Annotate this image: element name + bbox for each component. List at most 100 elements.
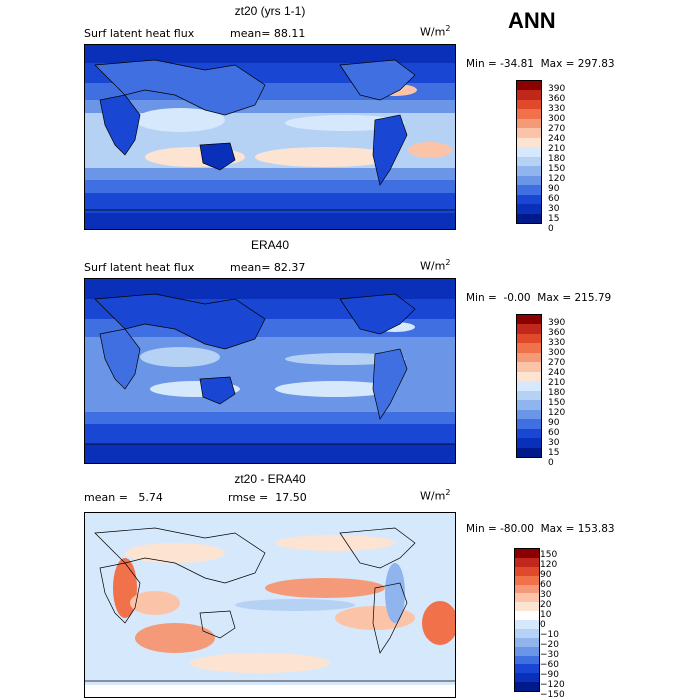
- panel-1-colorbar: [516, 80, 542, 224]
- colorbar-tick-label: 210: [548, 144, 566, 154]
- colorbar-tick-label: 90: [540, 570, 552, 580]
- panel-2-colorbar-labels: 390 360 330 300 270 240 210 180 150 120 …: [548, 318, 566, 468]
- panel-2-colorbar-swatch: [517, 447, 541, 458]
- colorbar-tick-label: 330: [548, 104, 566, 114]
- panel-2-map: [84, 278, 456, 464]
- panel-1-mean: mean= 88.11: [230, 27, 306, 40]
- colorbar-tick-label: 90: [548, 418, 560, 428]
- panel-3-map-graphic: [85, 513, 455, 697]
- panel-3-mean: mean = 5.74: [84, 491, 163, 504]
- colorbar-tick-label: 120: [548, 408, 566, 418]
- colorbar-tick-label: 390: [548, 318, 566, 328]
- panel-3-colorbar-swatch: [515, 549, 539, 558]
- panel-1-colorbar-swatch: [517, 194, 541, 205]
- colorbar-tick-label: 240: [548, 368, 566, 378]
- panel-2-colorbar-swatch: [517, 381, 541, 391]
- panel-2-colorbar-swatch: [517, 343, 541, 353]
- panel-3-colorbar-swatch: [515, 575, 539, 585]
- panel-1-minmax: Min = -34.81 Max = 297.83: [466, 58, 615, 70]
- panel-3-colorbar-swatch: [515, 682, 539, 691]
- colorbar-tick-label: 360: [548, 328, 566, 338]
- panel-2-mean: mean= 82.37: [230, 261, 306, 274]
- colorbar-tick-label: 120: [540, 560, 558, 570]
- panel-2-colorbar-swatch: [517, 333, 541, 344]
- panel-1-map: [84, 44, 456, 230]
- panel-1-colorbar-swatch: [517, 166, 541, 176]
- panel-2-colorbar-swatch: [517, 438, 541, 448]
- colorbar-tick-label: 30: [548, 438, 560, 448]
- panel-1-colorbar-swatch: [517, 118, 541, 129]
- panel-1-colorbar-swatch: [517, 128, 541, 138]
- panel-1-colorbar-swatch: [517, 185, 541, 195]
- panel-2-colorbar-swatch: [517, 390, 541, 401]
- panel-3-minmax: Min = -80.00 Max = 153.83: [466, 523, 615, 535]
- season-title: ANN: [508, 8, 556, 33]
- panel-2-colorbar-swatch: [517, 315, 541, 325]
- panel-1-unit: W/m2: [420, 24, 451, 39]
- colorbar-tick-label: 30: [548, 204, 560, 214]
- panel-1-colorbar-swatch: [517, 204, 541, 214]
- panel-2-unit: W/m2: [420, 258, 451, 273]
- colorbar-tick-label: −150: [540, 690, 565, 700]
- panel-2-map-graphic: [85, 279, 455, 463]
- panel-1-colorbar-swatch: [517, 156, 541, 167]
- colorbar-tick-label: 150: [548, 164, 566, 174]
- colorbar-tick-label: 60: [548, 194, 560, 204]
- panel-3-colorbar-swatch: [515, 584, 539, 594]
- panel-3-colorbar-swatch: [515, 655, 539, 665]
- colorbar-tick-label: 300: [548, 114, 566, 124]
- colorbar-tick-label: 330: [548, 338, 566, 348]
- panel-1-colorbar-swatch: [517, 109, 541, 119]
- panel-3-unit: W/m2: [420, 488, 451, 503]
- colorbar-tick-label: 15: [548, 448, 560, 458]
- colorbar-tick-label: 270: [548, 124, 566, 134]
- colorbar-tick-label: 120: [548, 174, 566, 184]
- colorbar-tick-label: 180: [548, 154, 566, 164]
- panel-1-title: zt20 (yrs 1-1): [234, 4, 306, 18]
- colorbar-tick-label: 270: [548, 358, 566, 368]
- colorbar-tick-label: −20: [540, 640, 559, 650]
- colorbar-tick-label: 0: [548, 224, 554, 234]
- colorbar-tick-label: −90: [540, 670, 559, 680]
- colorbar-tick-label: 90: [548, 184, 560, 194]
- panel-1-colorbar-swatch: [517, 137, 541, 148]
- colorbar-tick-label: 360: [548, 94, 566, 104]
- colorbar-tick-label: 240: [548, 134, 566, 144]
- colorbar-tick-label: 150: [540, 550, 558, 560]
- panel-3-colorbar-swatch: [515, 566, 539, 576]
- panel-1-colorbar-swatch: [517, 147, 541, 157]
- colorbar-tick-label: 180: [548, 388, 566, 398]
- panel-1-colorbar-swatch: [517, 99, 541, 110]
- panel-2-colorbar-swatch: [517, 419, 541, 429]
- panel-2-colorbar-swatch: [517, 409, 541, 420]
- panel-1-colorbar-swatch: [517, 90, 541, 100]
- panel-1-colorbar-swatch: [517, 175, 541, 186]
- panel-3-colorbar-swatch: [515, 664, 539, 674]
- colorbar-tick-label: 60: [540, 580, 552, 590]
- panel-2-colorbar-swatch: [517, 324, 541, 334]
- panel-3-colorbar-swatch: [515, 673, 539, 683]
- panel-3-colorbar-swatch: [515, 646, 539, 656]
- panel-3-colorbar-swatch: [515, 628, 539, 638]
- panel-3-colorbar-swatch: [515, 557, 539, 567]
- panel-3-colorbar-swatch: [515, 602, 539, 612]
- panel-2-colorbar-swatch: [517, 428, 541, 439]
- panel-3-colorbar-labels: 150 120 90 60 30 20 10 0 −10 −20 −30 −60…: [540, 550, 565, 700]
- panel-3-map: [84, 512, 456, 698]
- colorbar-tick-label: 150: [548, 398, 566, 408]
- colorbar-tick-label: 10: [540, 610, 552, 620]
- panel-2-title: ERA40: [250, 238, 290, 252]
- panel-1-map-graphic: [85, 45, 455, 229]
- panel-3-colorbar-swatch: [515, 620, 539, 629]
- panel-3-title: zt20 - ERA40: [234, 472, 306, 486]
- panel-2-colorbar-swatch: [517, 371, 541, 382]
- colorbar-tick-label: −10: [540, 630, 559, 640]
- panel-1-colorbar-swatch: [517, 213, 541, 224]
- colorbar-tick-label: 210: [548, 378, 566, 388]
- colorbar-tick-label: 15: [548, 214, 560, 224]
- panel-2-field-label: Surf latent heat flux: [84, 261, 195, 274]
- colorbar-tick-label: 0: [540, 620, 546, 630]
- panel-1-field-label: Surf latent heat flux: [84, 27, 195, 40]
- colorbar-tick-label: 390: [548, 84, 566, 94]
- panel-3-colorbar-swatch: [515, 611, 539, 620]
